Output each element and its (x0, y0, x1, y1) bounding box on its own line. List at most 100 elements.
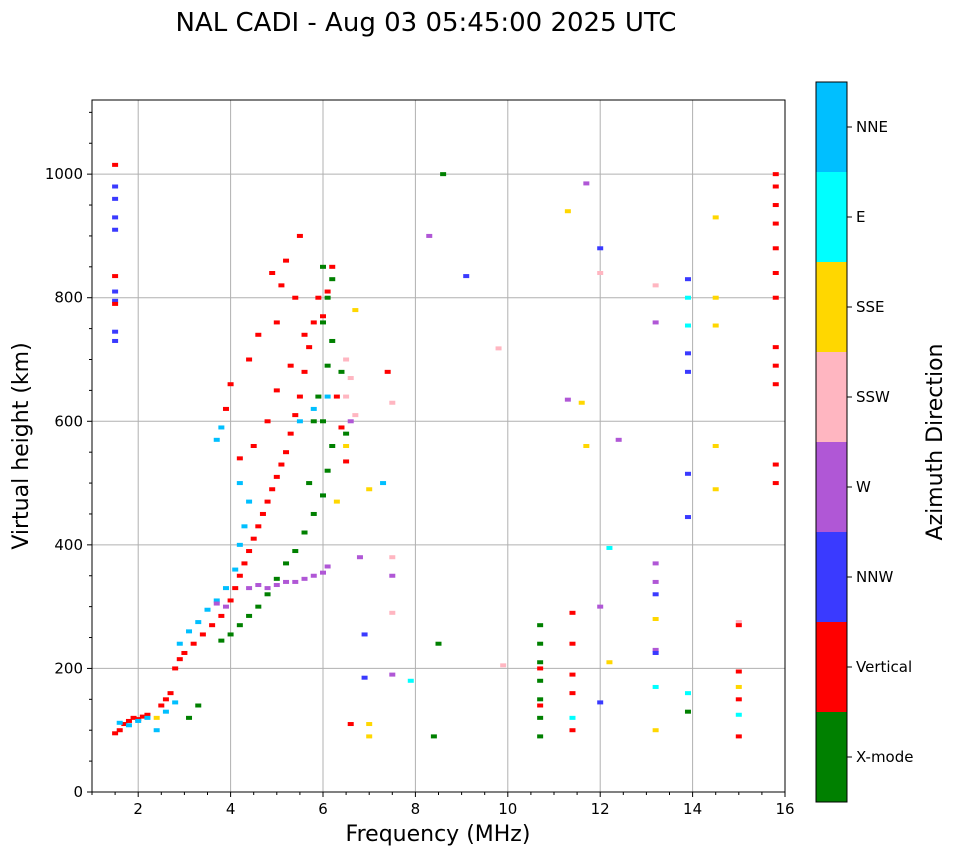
grid-lines (92, 100, 786, 793)
colorbar-tick-label: E (856, 208, 865, 226)
x-axis-label: Frequency (MHz) (346, 822, 531, 847)
data-point (338, 369, 345, 374)
data-point (407, 678, 414, 683)
data-point (684, 691, 691, 696)
data-point (250, 536, 257, 541)
x-tick-label: 2 (133, 800, 143, 818)
data-point (162, 697, 169, 702)
colorbar-segment (816, 172, 847, 262)
data-point (172, 700, 179, 705)
data-point (366, 487, 373, 492)
data-point (292, 413, 299, 418)
data-point (264, 499, 271, 504)
x-tick-label: 6 (318, 800, 328, 818)
data-point (232, 586, 239, 591)
data-point (112, 338, 119, 343)
data-point (564, 397, 571, 402)
data-point (324, 468, 331, 473)
data-point (283, 579, 290, 584)
data-point (255, 604, 262, 609)
data-point (352, 308, 359, 313)
data-point (356, 555, 363, 560)
data-point (712, 323, 719, 328)
data-point (310, 511, 317, 516)
data-point (195, 620, 202, 625)
data-point (310, 320, 317, 325)
data-point (712, 444, 719, 448)
data-point (366, 734, 373, 739)
data-point (301, 530, 308, 535)
data-point (121, 722, 128, 727)
colorbar-tick-label: NNW (856, 568, 893, 586)
y-tick-label: 600 (54, 412, 83, 430)
data-point (112, 329, 119, 334)
data-point (283, 258, 290, 263)
data-point (213, 601, 220, 606)
data-point (273, 576, 280, 581)
data-point (329, 277, 336, 282)
data-point (287, 363, 294, 368)
data-point (204, 607, 211, 612)
data-point (564, 209, 571, 214)
data-point (153, 715, 160, 720)
x-tick-label: 14 (683, 800, 702, 818)
data-point (296, 233, 303, 238)
data-point (273, 320, 280, 325)
data-point (195, 703, 202, 708)
x-tick-label: 10 (498, 800, 517, 818)
y-tick-label: 800 (54, 289, 83, 307)
data-point (255, 524, 262, 529)
data-point (652, 650, 659, 655)
data-point (569, 715, 576, 720)
data-point (712, 215, 719, 220)
data-point (209, 623, 216, 628)
data-point (112, 274, 119, 279)
data-point (329, 444, 336, 448)
data-point (315, 295, 322, 300)
colorbar-tick-label: Vertical (856, 658, 912, 676)
data-point (222, 406, 229, 411)
data-point (320, 419, 326, 424)
data-point (320, 264, 326, 269)
data-point (306, 345, 313, 350)
data-point (500, 663, 507, 668)
data-point (537, 666, 544, 671)
data-point (264, 586, 271, 591)
data-point (213, 437, 220, 442)
data-point (135, 718, 142, 723)
colorbar-tick-label: SSE (856, 298, 885, 316)
data-point (287, 431, 294, 436)
data-point (167, 691, 174, 696)
data-point (310, 406, 317, 411)
data-point (343, 357, 350, 362)
data-point (232, 567, 239, 572)
data-point (264, 592, 271, 597)
y-axis-label: Virtual height (km) (9, 342, 34, 549)
data-point (186, 629, 193, 634)
data-points (112, 162, 779, 739)
data-point (278, 283, 285, 288)
data-point (222, 586, 229, 591)
data-point (310, 573, 317, 578)
data-point (597, 271, 604, 275)
data-point (537, 678, 544, 683)
data-point (347, 722, 354, 727)
data-point (190, 641, 197, 646)
data-point (144, 712, 151, 717)
data-point (652, 647, 659, 652)
y-tick-label: 1000 (45, 165, 83, 183)
data-point (172, 666, 179, 671)
data-point (241, 524, 248, 529)
data-point (684, 471, 691, 476)
data-point (735, 669, 742, 674)
data-point (606, 545, 613, 550)
data-point (246, 586, 253, 591)
data-point (324, 564, 331, 569)
data-point (772, 295, 779, 300)
data-point (329, 264, 336, 269)
data-point (735, 684, 742, 689)
data-point (495, 346, 502, 351)
data-point (264, 419, 271, 424)
data-point (333, 499, 340, 504)
data-point (772, 172, 779, 177)
